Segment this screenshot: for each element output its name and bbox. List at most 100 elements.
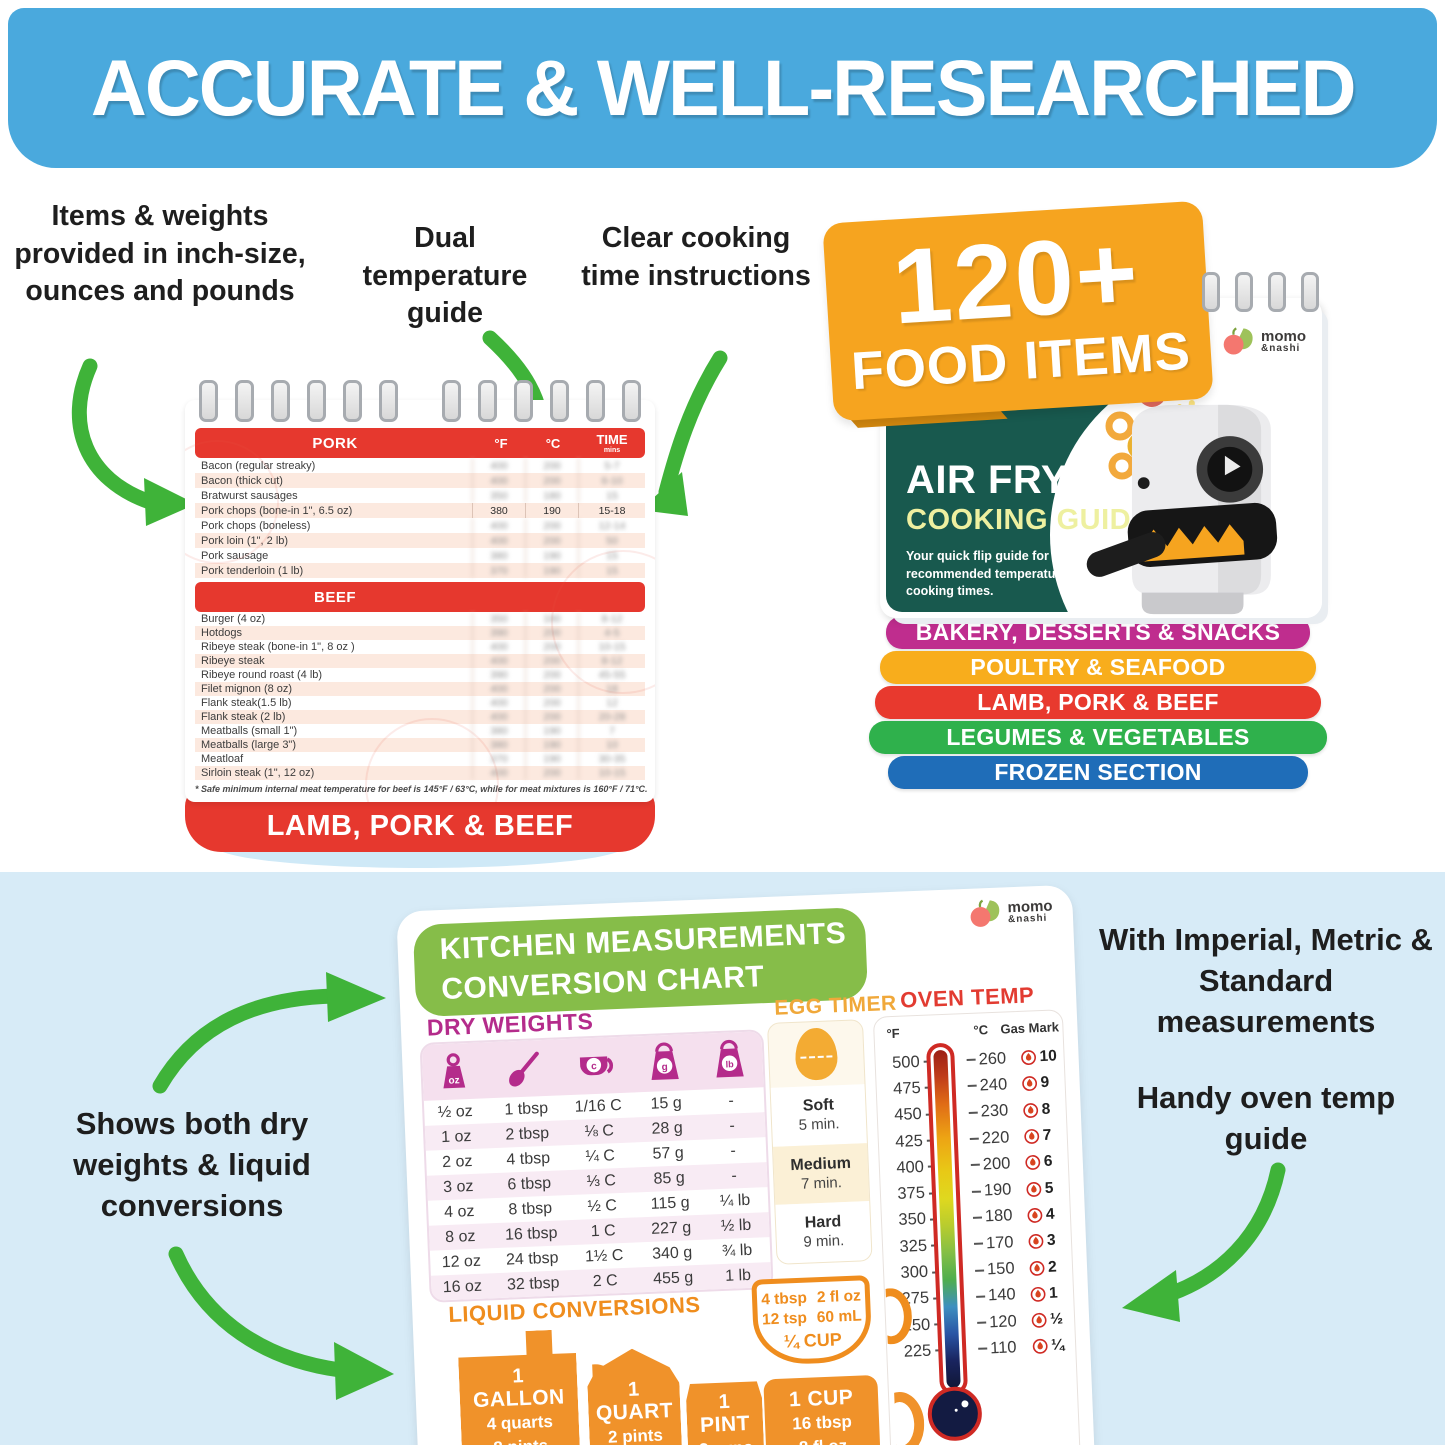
temp-f-value: 380: [472, 503, 525, 518]
tick-mark: [966, 1058, 976, 1062]
one-cup-lines: 16 tbsp8 fl oz240 ml: [765, 1409, 882, 1445]
svg-text:oz: oz: [448, 1075, 460, 1086]
thermometer-bulb: [926, 1385, 983, 1442]
oven-temp-row: 475 240 9: [876, 1069, 1065, 1103]
temp-f-value: 400: [472, 640, 525, 654]
time-column-header: TIME mins: [596, 431, 628, 454]
table-row: Burger (4 oz) 350 180 8-12: [195, 612, 645, 626]
tbsp-value: 2 tbsp: [505, 1124, 550, 1144]
spiral-loop: [586, 380, 605, 422]
category-tab: LAMB, PORK & BEEF: [875, 686, 1321, 719]
egg-timer-card: Soft 5 min. Medium 7 min. Hard 9 min.: [766, 1019, 873, 1265]
pounds-value: -: [729, 1116, 736, 1135]
temp-c-value: 200: [525, 473, 578, 488]
temp-c-value: 190: [525, 563, 578, 578]
quarter-cup-floz: 2 fl oz: [816, 1287, 862, 1307]
temp-c-value: 180: [525, 612, 578, 626]
time-value: 30-35: [578, 752, 645, 766]
annotation-clear-cooking-time: Clear cooking time instructions: [581, 222, 811, 292]
temp-f-value: 380: [472, 548, 525, 563]
pint-qty: 1: [718, 1390, 731, 1414]
time-value: 8-12: [578, 654, 645, 668]
category-tab: BAKERY, DESSERTS & SNACKS: [886, 616, 1310, 649]
time-value: 45-55: [578, 668, 645, 682]
gas-mark-value: 4: [1027, 1206, 1055, 1225]
tbsp-value: 4 tbsp: [506, 1149, 551, 1169]
food-item-name: Filet mignon (8 oz): [201, 683, 293, 695]
footer-tab-label: LAMB, PORK & BEEF: [266, 810, 574, 842]
food-item-name: Ribeye round roast (4 lb): [201, 669, 323, 681]
tick-mark: [967, 1085, 977, 1088]
temp-f-value: 400: [472, 458, 525, 473]
oven-temp-rows: 500 260 10 475: [875, 1043, 1076, 1366]
oven-temp-row: 425 220 7: [878, 1122, 1067, 1156]
spiral-binding: [185, 380, 655, 424]
spiral-loop: [478, 380, 497, 422]
temp-c-value: 200: [525, 696, 578, 710]
category-tab-label: FROZEN SECTION: [994, 759, 1202, 785]
fahrenheit-value: 375: [897, 1183, 926, 1204]
quarter-cup-ml: 60 mL: [816, 1307, 862, 1327]
oz-icon: oz: [422, 1049, 486, 1093]
oz-value: 16 oz: [442, 1277, 483, 1296]
gas-mark-column-header: Gas Mark: [1000, 1019, 1060, 1037]
temp-f-value: 370: [472, 752, 525, 766]
table-row: Filet mignon (8 oz) 400 200 18: [195, 682, 645, 696]
fahrenheit-column-header: °F: [886, 1025, 900, 1042]
food-item-name: Meatballs (small 1"): [201, 725, 298, 737]
temp-c-value: 190: [525, 752, 578, 766]
spiral-loop: [307, 380, 326, 422]
celsius-column-header: °C: [545, 435, 561, 451]
egg-timer-entry: Soft 5 min.: [770, 1084, 867, 1147]
table-row: Meatballs (small 1") 380 190 7: [195, 724, 645, 738]
temp-f-value: 400: [472, 682, 525, 696]
cup-icon: c: [564, 1044, 630, 1089]
kitchen-conversion-chart-card: KITCHEN MEASUREMENTS CONVERSION CHART mo…: [396, 884, 1096, 1445]
table-row: Pork tenderloin (1 lb) 370 190 15: [195, 563, 645, 578]
quarter-cup-tsp: 12 tsp: [761, 1309, 808, 1329]
category-tab-label: LAMB, PORK & BEEF: [977, 689, 1219, 715]
egg-timer-entry: Medium 7 min.: [772, 1142, 870, 1206]
food-item-name: Ribeye steak (bone-in 1", 8 oz ): [201, 641, 355, 653]
gallon-lines: 4 quarts8 pints16 cups128 fl oz: [460, 1409, 582, 1445]
celsius-value: 140: [987, 1285, 1016, 1305]
celsius-value: 120: [988, 1311, 1018, 1331]
momo-nashi-logo-icon: [970, 899, 1000, 927]
gas-mark-value: ½: [1031, 1310, 1064, 1329]
celsius-value: 150: [986, 1259, 1015, 1279]
oz-value: 1 oz: [440, 1127, 472, 1146]
pounds-value: -: [728, 1091, 735, 1110]
oz-value: 8 oz: [444, 1227, 476, 1246]
grams-value: 115 g: [650, 1193, 690, 1213]
temp-c-value: 190: [525, 548, 578, 563]
food-item-name: Pork tenderloin (1 lb): [201, 564, 304, 577]
pounds-value: ½ lb: [720, 1216, 752, 1235]
flame-icon: [1032, 1339, 1048, 1355]
food-item-name: Burger (4 oz): [201, 613, 266, 625]
quarter-cup-label: ¼ CUP: [783, 1329, 843, 1352]
temp-c-value: 180: [525, 488, 578, 503]
oz-value: 2 oz: [441, 1152, 473, 1171]
time-value: 4-5: [578, 626, 645, 640]
one-cup: 1 CUP 16 tbsp8 fl oz240 ml: [763, 1374, 882, 1445]
spiral-loop: [442, 380, 461, 422]
oz-value: 4 oz: [443, 1202, 475, 1221]
temp-c-value: 200: [525, 458, 578, 473]
fahrenheit-value: 300: [900, 1262, 929, 1282]
time-value: 5-7: [578, 458, 645, 473]
time-value: 10-15: [578, 640, 645, 654]
food-item-name: Ribeye steak: [201, 655, 265, 667]
time-value: 15: [578, 548, 645, 563]
gas-mark-value: 3: [1028, 1232, 1056, 1251]
egg-icon: [768, 1020, 864, 1088]
air-fryer-mascot: [1086, 404, 1278, 615]
tick-mark: [971, 1190, 981, 1193]
flame-icon: [1021, 1050, 1036, 1066]
celsius-column-header: °C: [973, 1022, 989, 1038]
svg-text:g: g: [661, 1062, 668, 1073]
temp-c-value: 200: [525, 766, 578, 780]
food-item-name: Flank steak(1.5 lb): [201, 697, 292, 709]
category-tab-label: POULTRY & SEAFOOD: [970, 654, 1226, 680]
table-row: Flank steak(1.5 lb) 400 200 12: [195, 696, 645, 710]
temp-f-value: 380: [472, 724, 525, 738]
